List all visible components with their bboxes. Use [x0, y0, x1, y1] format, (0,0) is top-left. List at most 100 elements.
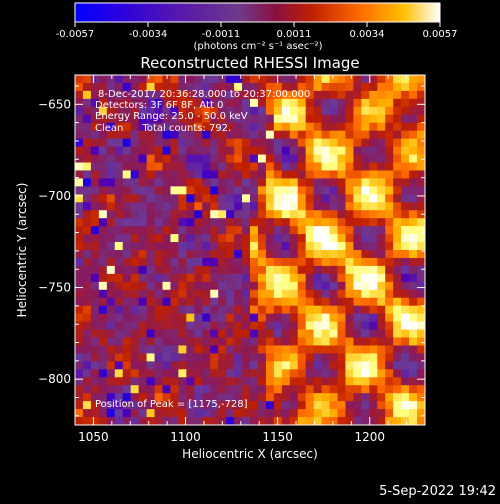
heatmap-cell [242, 234, 251, 243]
heatmap-cell [226, 130, 235, 140]
heatmap-cell [377, 194, 386, 203]
heatmap-cell [138, 250, 147, 259]
heatmap-cell [154, 297, 163, 307]
heatmap-cell [218, 289, 227, 299]
heatmap-cell [337, 329, 346, 338]
colorbar: -0.0057 -0.0034 -0.0011 0.0011 0.0034 0.0057 … [56, 2, 458, 52]
heatmap-cell [178, 242, 187, 251]
heatmap-cell [250, 234, 259, 243]
heatmap-cell [297, 265, 307, 275]
heatmap-cell [377, 385, 386, 394]
heatmap-cell [75, 186, 84, 195]
heatmap-cell [361, 353, 370, 362]
heatmap-cell [345, 273, 354, 283]
heatmap-cell [90, 361, 100, 370]
heatmap-cell [377, 353, 386, 362]
heatmap-cell [329, 178, 338, 187]
heatmap-cell [202, 353, 211, 362]
heatmap-cell [369, 234, 378, 243]
heatmap-cell [202, 377, 211, 386]
heatmap-cell [234, 186, 243, 195]
heatmap-cell [146, 417, 155, 425]
heatmap-cell [234, 361, 243, 370]
heatmap-cell [75, 273, 84, 283]
heatmap-cell [353, 122, 362, 132]
heatmap-cell [202, 289, 211, 299]
heatmap-cell [218, 218, 227, 227]
heatmap-cell [369, 186, 378, 195]
heatmap-cell [297, 114, 307, 124]
heatmap-cell [194, 106, 203, 116]
heatmap-cell [170, 122, 179, 132]
heatmap-cell [337, 162, 346, 171]
heatmap-cell [194, 98, 203, 108]
heatmap-cell [377, 75, 386, 84]
heatmap-cell [226, 353, 235, 362]
heatmap-cell [385, 361, 394, 370]
heatmap-cell [114, 281, 124, 291]
heatmap-cell [385, 417, 394, 425]
heatmap-cell [178, 122, 187, 132]
heatmap-cell [98, 305, 108, 315]
heatmap-cell [337, 130, 346, 140]
heatmap-cell [385, 202, 394, 211]
heatmap-cell [146, 377, 155, 386]
heatmap-cell [186, 345, 195, 354]
heatmap-cell [369, 385, 378, 394]
heatmap-cell [178, 345, 187, 354]
heatmap-cell [202, 281, 211, 291]
heatmap-cell [321, 409, 330, 418]
heatmap-cell [281, 321, 291, 330]
heatmap-cell [257, 329, 267, 338]
heatmap-cell [385, 257, 394, 267]
heatmap-cell [250, 154, 259, 163]
heatmap-cell [297, 146, 307, 155]
heatmap-cell [273, 361, 283, 370]
heatmap-cell [313, 257, 322, 267]
heatmap-cell [114, 162, 124, 171]
heatmap-cell [297, 250, 307, 259]
heatmap-cell [98, 162, 108, 171]
heatmap-cell [146, 82, 155, 92]
heatmap-cell [329, 345, 338, 354]
heatmap-cell [417, 329, 425, 338]
heatmap-cell [122, 114, 132, 124]
heatmap-cell [273, 393, 283, 402]
heatmap-cell [106, 265, 116, 275]
heatmap-cell [321, 170, 330, 179]
heatmap-cell [369, 369, 378, 378]
heatmap-cell [90, 401, 100, 410]
heatmap-cell [75, 393, 84, 402]
heatmap-cell [289, 226, 299, 235]
heatmap-cell [226, 162, 235, 171]
heatmap-cell [257, 75, 267, 84]
heatmap-cell [210, 305, 219, 315]
heatmap-cell [75, 385, 84, 394]
heatmap-cell [353, 353, 362, 362]
heatmap-cell [393, 305, 402, 315]
heatmap-cell [146, 130, 155, 140]
heatmap-cell [417, 305, 425, 315]
heatmap-cell [170, 345, 179, 354]
heatmap-cell [202, 257, 211, 267]
heatmap-cell [313, 385, 322, 394]
heatmap-cell [154, 122, 163, 132]
heatmap-cell [369, 194, 378, 203]
heatmap-cell [321, 393, 330, 402]
heatmap-cell [321, 138, 330, 147]
heatmap-cell [82, 257, 92, 267]
heatmap-cell [106, 82, 116, 92]
heatmap-cell [98, 353, 108, 362]
heatmap-cell [138, 154, 147, 163]
heatmap-cell [305, 234, 315, 243]
heatmap-cell [401, 297, 410, 307]
heatmap-cell [369, 409, 378, 418]
heatmap-cell [186, 114, 195, 124]
heatmap-cell [273, 202, 283, 211]
heatmap-cell [218, 202, 227, 211]
heatmap-cell [369, 265, 378, 275]
heatmap-cell [305, 242, 315, 251]
heatmap-cell [417, 170, 425, 179]
heatmap-cell [98, 345, 108, 354]
heatmap-cell [329, 385, 338, 394]
